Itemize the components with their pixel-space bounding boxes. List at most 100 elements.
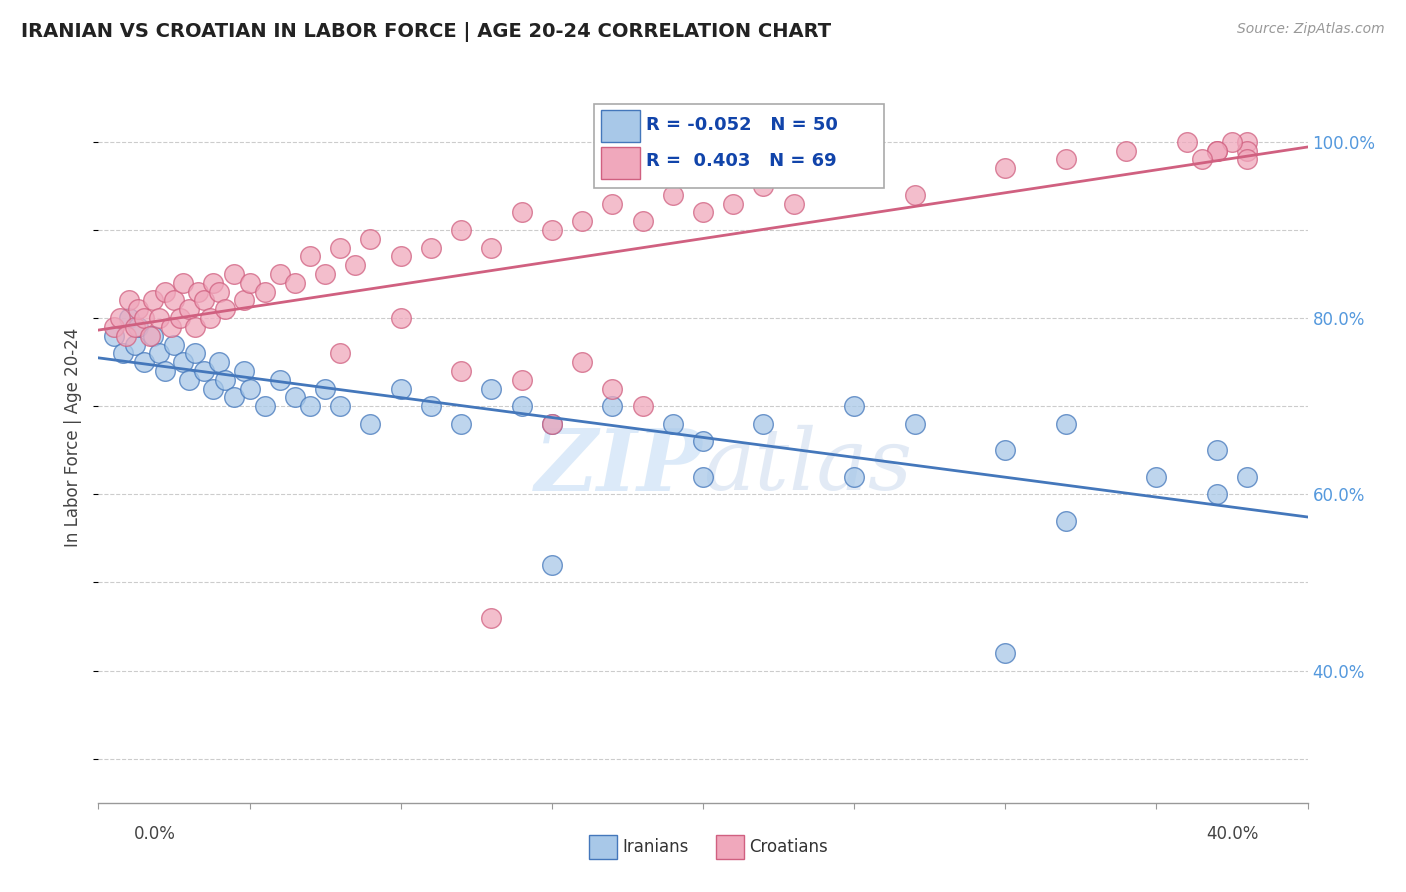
Point <box>124 320 146 334</box>
Point <box>139 328 162 343</box>
Point <box>202 276 225 290</box>
Point <box>631 214 654 228</box>
Point <box>994 646 1017 660</box>
Point <box>994 443 1017 458</box>
Point <box>142 293 165 308</box>
Point <box>844 399 866 413</box>
Text: Croatians: Croatians <box>749 838 828 856</box>
Point <box>1236 153 1258 167</box>
Point <box>481 241 503 255</box>
Point <box>193 364 215 378</box>
Text: R =  0.403   N = 69: R = 0.403 N = 69 <box>647 153 837 170</box>
Point <box>179 302 201 317</box>
Point <box>1054 514 1077 528</box>
Point <box>1206 144 1229 158</box>
Point <box>510 399 533 413</box>
Point <box>540 223 562 237</box>
Point <box>224 391 246 405</box>
Point <box>269 267 291 281</box>
Point <box>114 328 136 343</box>
Point <box>450 364 472 378</box>
Point <box>202 382 225 396</box>
Point <box>1054 153 1077 167</box>
Point <box>232 364 254 378</box>
Point <box>153 364 176 378</box>
Point <box>224 267 246 281</box>
Point <box>184 346 207 360</box>
Point <box>314 267 336 281</box>
Point <box>200 311 222 326</box>
Point <box>1175 135 1198 149</box>
Point <box>450 223 472 237</box>
Point <box>269 373 291 387</box>
Point <box>904 187 927 202</box>
Point <box>540 417 562 431</box>
Point <box>1054 417 1077 431</box>
Point <box>752 417 775 431</box>
Point <box>148 346 170 360</box>
Point <box>284 276 307 290</box>
Point <box>450 417 472 431</box>
Point <box>692 434 714 449</box>
Point <box>127 320 149 334</box>
Point <box>284 391 307 405</box>
Point <box>481 382 503 396</box>
Point <box>723 196 745 211</box>
Point <box>253 285 276 299</box>
Point <box>163 337 186 351</box>
Point <box>118 311 141 326</box>
Text: IRANIAN VS CROATIAN IN LABOR FORCE | AGE 20-24 CORRELATION CHART: IRANIAN VS CROATIAN IN LABOR FORCE | AGE… <box>21 22 831 42</box>
Point <box>232 293 254 308</box>
Point <box>420 241 443 255</box>
Point <box>420 399 443 413</box>
Point <box>239 382 262 396</box>
Point <box>661 187 683 202</box>
Point <box>214 302 236 317</box>
Point <box>111 346 134 360</box>
Point <box>179 373 201 387</box>
Point <box>314 382 336 396</box>
Point <box>571 214 593 228</box>
Point <box>571 355 593 369</box>
Point <box>163 293 186 308</box>
Point <box>1236 144 1258 158</box>
FancyBboxPatch shape <box>602 146 640 179</box>
Point <box>602 399 624 413</box>
Point <box>510 373 533 387</box>
Point <box>783 196 806 211</box>
Point <box>148 311 170 326</box>
Point <box>239 276 262 290</box>
Point <box>118 293 141 308</box>
Point <box>329 346 352 360</box>
Point <box>510 205 533 219</box>
Point <box>1206 487 1229 501</box>
Point <box>752 178 775 193</box>
FancyBboxPatch shape <box>602 110 640 143</box>
Point <box>904 417 927 431</box>
Point <box>103 328 125 343</box>
Point <box>1115 144 1137 158</box>
Point <box>169 311 191 326</box>
Point <box>329 399 352 413</box>
Point <box>631 399 654 413</box>
Point <box>389 311 412 326</box>
Point <box>132 355 155 369</box>
Point <box>661 417 683 431</box>
Point <box>1206 443 1229 458</box>
Point <box>481 611 503 625</box>
Point <box>299 249 322 263</box>
Point <box>1236 469 1258 483</box>
Point <box>360 417 382 431</box>
Point <box>153 285 176 299</box>
Point <box>994 161 1017 176</box>
Y-axis label: In Labor Force | Age 20-24: In Labor Force | Age 20-24 <box>65 327 83 547</box>
Point <box>124 337 146 351</box>
Point <box>844 170 866 185</box>
Point <box>1191 153 1213 167</box>
Point <box>540 417 562 431</box>
Point <box>844 469 866 483</box>
Text: Source: ZipAtlas.com: Source: ZipAtlas.com <box>1237 22 1385 37</box>
Text: 0.0%: 0.0% <box>134 825 176 843</box>
Point <box>299 399 322 413</box>
Point <box>127 302 149 317</box>
